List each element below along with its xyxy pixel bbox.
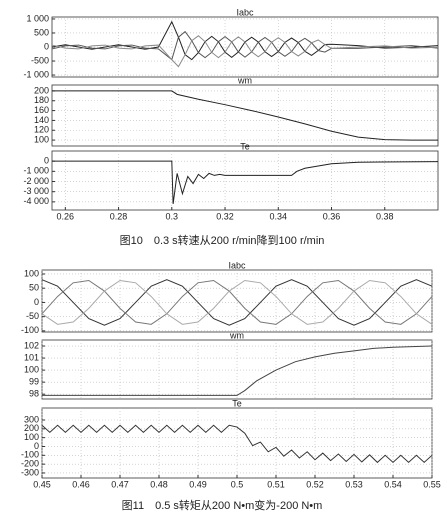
x-tick-label: 0.32	[216, 211, 234, 221]
plot-area	[51, 150, 439, 211]
x-tick-label: 0.51	[267, 479, 285, 489]
series-line	[41, 279, 433, 326]
series-line	[41, 279, 433, 325]
x-tick-label: 0.53	[345, 479, 363, 489]
x-tick-label: 0.3	[166, 211, 179, 221]
y-tick-label: 200	[34, 85, 49, 95]
panel-title: wm	[237, 75, 252, 85]
y-tick-label: 0	[34, 297, 39, 307]
y-tick-label: 500	[34, 27, 49, 37]
series-line	[41, 279, 433, 325]
plot-area	[51, 84, 439, 147]
x-tick-label: 0.49	[189, 479, 207, 489]
caption: 图11 0.5 s转矩从200 N•m变为-200 N•m	[122, 498, 323, 512]
panel-title: Iabc	[236, 7, 254, 17]
x-tick-label: 0.28	[110, 211, 128, 221]
y-tick-label: 100	[24, 364, 39, 374]
y-tick-label: 1 000	[26, 13, 49, 23]
y-tick-label: -300	[21, 467, 39, 477]
x-tick-label: 0.26	[57, 211, 75, 221]
panel-title: Iabc	[228, 260, 246, 270]
y-tick-label: 0	[44, 41, 49, 51]
y-tick-label: 100	[24, 432, 39, 442]
y-tick-label: 100	[34, 134, 49, 144]
x-tick-label: 0.48	[150, 479, 168, 489]
y-tick-label: 50	[29, 283, 39, 293]
y-tick-label: 98	[29, 389, 39, 399]
y-tick-label: 0	[44, 156, 49, 166]
x-tick-label: 0.46	[72, 479, 90, 489]
y-tick-label: -3 000	[23, 186, 49, 196]
y-tick-label: 180	[34, 95, 49, 105]
x-tick-label: 0.36	[323, 211, 341, 221]
y-tick-label: 102	[24, 340, 39, 350]
series-line	[52, 160, 439, 204]
series-line	[51, 35, 439, 68]
x-tick-label: 0.52	[306, 479, 324, 489]
caption: 图10 0.3 s转速从200 r/min降到100 r/min	[120, 233, 325, 247]
y-tick-label: -4 000	[23, 196, 49, 206]
series-line	[51, 20, 439, 61]
y-tick-label: 0	[34, 441, 39, 451]
y-tick-label: 200	[24, 423, 39, 433]
panel-title: wm	[229, 330, 244, 340]
y-tick-label: -500	[31, 55, 49, 65]
series-line	[52, 90, 438, 141]
y-tick-label: -50	[26, 311, 39, 321]
y-tick-label: 140	[34, 115, 49, 125]
series-line	[42, 345, 433, 396]
y-tick-label: -1 000	[23, 166, 49, 176]
y-tick-label: -1 000	[23, 69, 49, 79]
x-tick-label: 0.34	[270, 211, 288, 221]
x-tick-label: 0.38	[376, 211, 394, 221]
y-tick-label: 300	[24, 414, 39, 424]
y-tick-label: 120	[34, 125, 49, 135]
x-tick-label: 0.5	[231, 479, 244, 489]
panel-title: Te	[232, 398, 242, 408]
x-tick-label: 0.45	[33, 479, 51, 489]
panel-title: Te	[240, 141, 250, 151]
plot-area	[41, 407, 433, 479]
x-tick-label: 0.55	[423, 479, 441, 489]
x-tick-label: 0.47	[111, 479, 129, 489]
series-line	[51, 30, 439, 61]
y-tick-label: 160	[34, 105, 49, 115]
x-tick-label: 0.54	[384, 479, 402, 489]
y-tick-label: 99	[29, 377, 39, 387]
y-tick-label: -100	[21, 325, 39, 335]
y-tick-label: -100	[21, 450, 39, 460]
y-tick-label: -200	[21, 459, 39, 469]
y-tick-label: -2 000	[23, 176, 49, 186]
series-line	[41, 424, 433, 464]
y-tick-label: 101	[24, 352, 39, 362]
y-tick-label: 100	[24, 268, 39, 278]
